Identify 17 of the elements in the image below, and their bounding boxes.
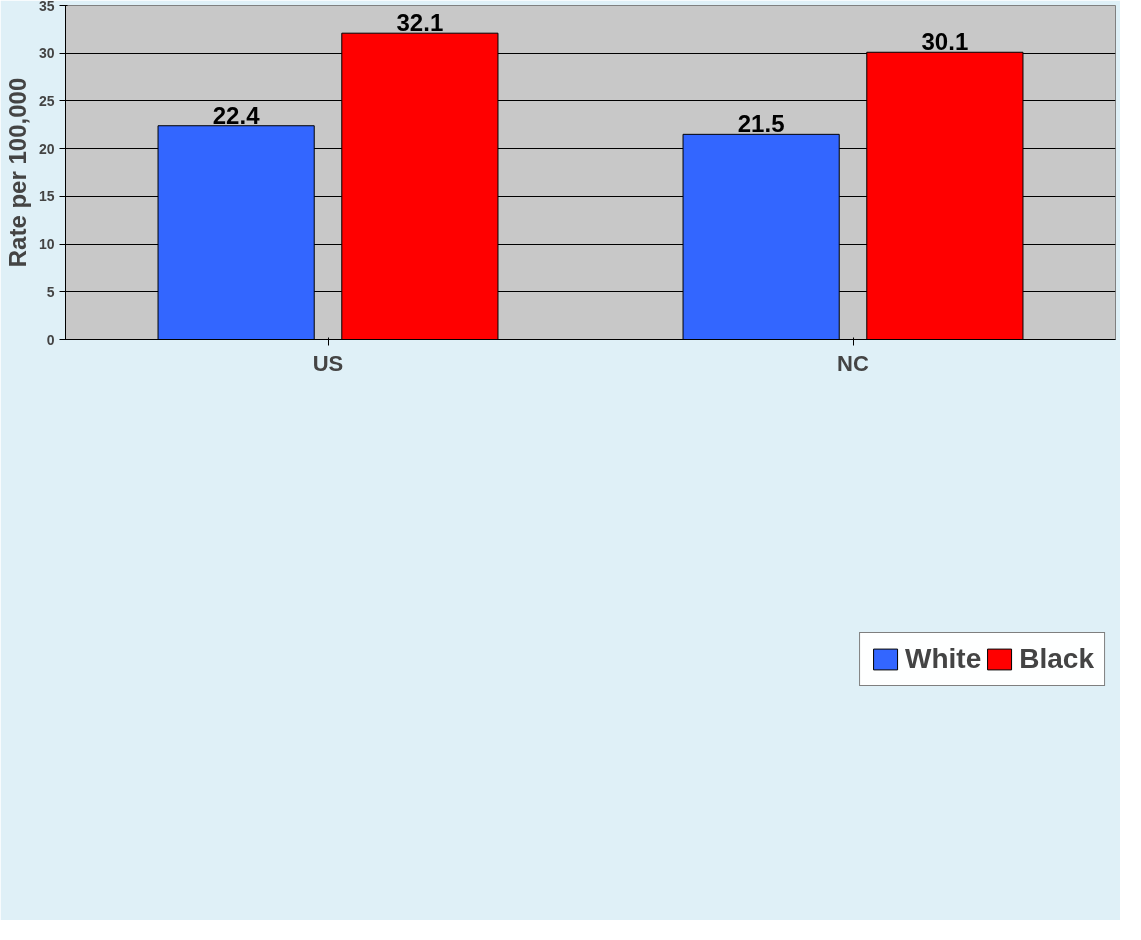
x-tick-label: NC bbox=[837, 350, 869, 376]
y-tick-label: 10 bbox=[38, 236, 55, 253]
y-tick-label: 35 bbox=[38, 0, 55, 14]
y-tick-label: 5 bbox=[46, 283, 55, 300]
y-tick-label: 20 bbox=[38, 140, 55, 157]
y-axis-title: Rate per 100,000 bbox=[3, 77, 31, 268]
data-label: 32.1 bbox=[396, 9, 444, 37]
legend-label: Black bbox=[1019, 643, 1094, 675]
data-label: 22.4 bbox=[212, 101, 261, 129]
y-tick-label: 30 bbox=[38, 45, 55, 62]
y-tick-label: 0 bbox=[46, 331, 55, 348]
data-label: 21.5 bbox=[737, 110, 785, 138]
y-tick-label: 15 bbox=[38, 188, 55, 205]
legend-label: White bbox=[905, 643, 982, 675]
data-label: 30.1 bbox=[921, 28, 969, 56]
y-tick-label: 25 bbox=[38, 92, 55, 109]
x-tick-label: US bbox=[312, 350, 344, 376]
